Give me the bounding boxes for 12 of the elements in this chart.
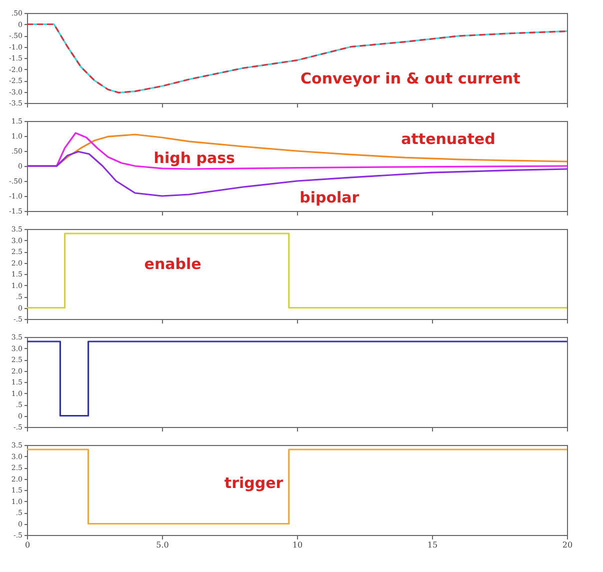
x-tick-label: 15 — [427, 540, 438, 550]
series-label: enable — [144, 255, 202, 274]
x-tick-label: 20 — [562, 540, 573, 550]
annotation: Conveyor in & out current — [300, 70, 520, 88]
series-label: trigger — [224, 474, 284, 492]
x-tick-label: 5.0 — [156, 540, 169, 550]
series-label: attenuated — [401, 130, 496, 148]
line-series — [27, 23, 567, 94]
x-tick-label: 10 — [292, 540, 303, 550]
series-label: high pass — [154, 148, 236, 167]
x-tick-label: 0 — [24, 540, 30, 550]
series-label: bipolar — [300, 188, 360, 206]
